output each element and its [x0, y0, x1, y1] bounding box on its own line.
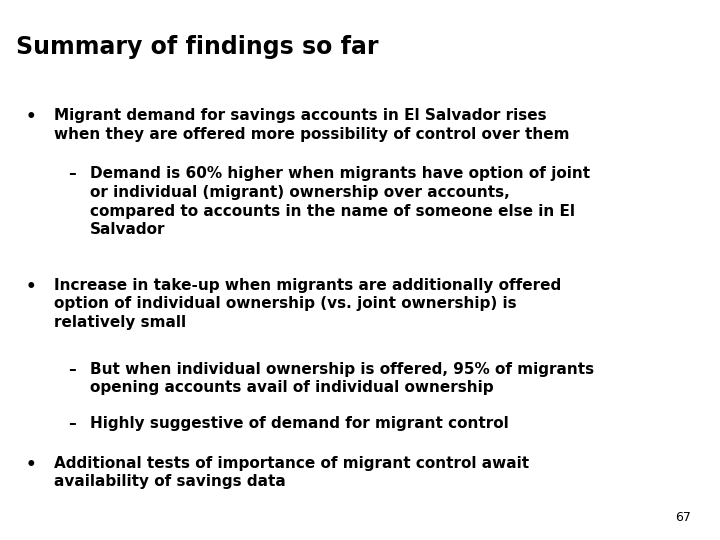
Text: Highly suggestive of demand for migrant control: Highly suggestive of demand for migrant …: [90, 416, 509, 431]
Text: –: –: [68, 416, 76, 431]
Text: •: •: [25, 456, 36, 474]
Text: Demand is 60% higher when migrants have option of joint
or individual (migrant) : Demand is 60% higher when migrants have …: [90, 166, 590, 237]
Text: But when individual ownership is offered, 95% of migrants
opening accounts avail: But when individual ownership is offered…: [90, 362, 594, 395]
Text: Summary of findings so far: Summary of findings so far: [16, 35, 378, 59]
Text: •: •: [25, 108, 36, 126]
Text: –: –: [68, 166, 76, 181]
Text: •: •: [25, 278, 36, 295]
Text: Migrant demand for savings accounts in El Salvador rises
when they are offered m: Migrant demand for savings accounts in E…: [54, 108, 570, 141]
Text: Increase in take-up when migrants are additionally offered
option of individual : Increase in take-up when migrants are ad…: [54, 278, 562, 330]
Text: Additional tests of importance of migrant control await
availability of savings : Additional tests of importance of migran…: [54, 456, 529, 489]
Text: –: –: [68, 362, 76, 377]
Text: 67: 67: [675, 511, 691, 524]
